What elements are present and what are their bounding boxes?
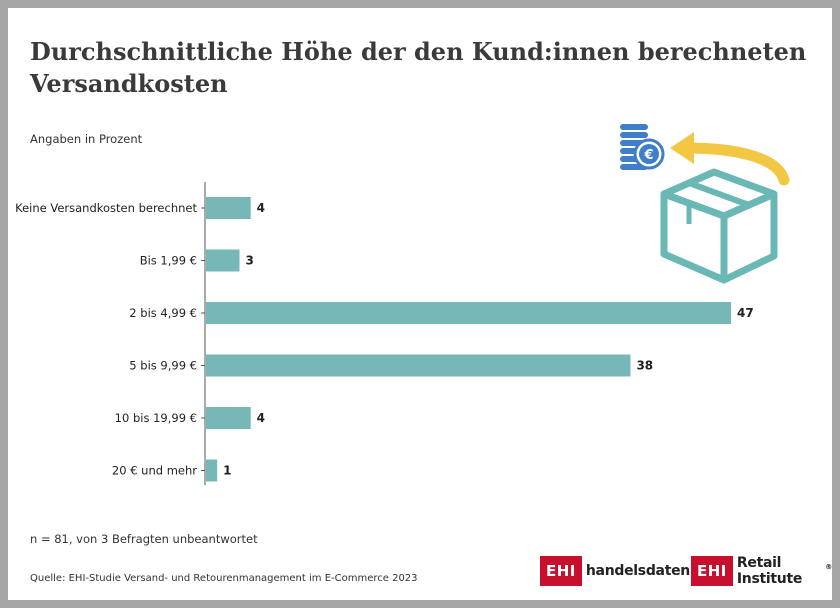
- bar: [206, 302, 731, 324]
- ehi-retail-institute-logo: EHI Retail Institute ®: [691, 555, 832, 587]
- handelsdaten-text: handelsdaten.de: [585, 563, 714, 579]
- bar-value-label: 38: [636, 359, 653, 373]
- category-label: Bis 1,99 €: [140, 254, 197, 268]
- bar-value-label: 4: [257, 201, 265, 215]
- retail-institute-text: Retail Institute: [736, 555, 803, 587]
- bar: [206, 459, 218, 482]
- bar-value-label: 4: [257, 411, 265, 425]
- registered-mark: ®: [825, 563, 832, 571]
- infographic-card: Durchschnittliche Höhe der den Kund:inne…: [8, 8, 832, 600]
- bar-value-label: 3: [246, 254, 254, 268]
- category-label: Keine Versandkosten berechnet: [15, 201, 197, 215]
- bar: [206, 354, 631, 377]
- category-label: 20 € und mehr: [112, 464, 197, 478]
- chart-subtitle: Angaben in Prozent: [30, 132, 143, 146]
- ehi-badge: EHI: [691, 556, 733, 586]
- chart-title: Durchschnittliche Höhe der den Kund:inne…: [30, 37, 807, 98]
- category-label: 10 bis 19,99 €: [115, 411, 197, 425]
- bar: [206, 249, 240, 272]
- bar-value-label: 1: [223, 464, 231, 478]
- ehi-badge: EHI: [540, 556, 582, 586]
- source-note: Quelle: EHI-Studie Versand- und Retouren…: [30, 573, 418, 584]
- category-label: 5 bis 9,99 €: [129, 359, 197, 373]
- bar: [206, 407, 251, 429]
- bar-value-label: 47: [737, 306, 754, 320]
- handelsdaten-logo: EHI handelsdaten.de: [540, 556, 714, 586]
- category-label: 2 bis 4,99 €: [129, 306, 197, 320]
- bar: [206, 197, 251, 219]
- sample-size-note: n = 81, von 3 Befragten unbeantwortet: [30, 532, 258, 546]
- bar-chart: Keine Versandkosten berechnet 4 Bis 1,99 €…: [15, 182, 754, 485]
